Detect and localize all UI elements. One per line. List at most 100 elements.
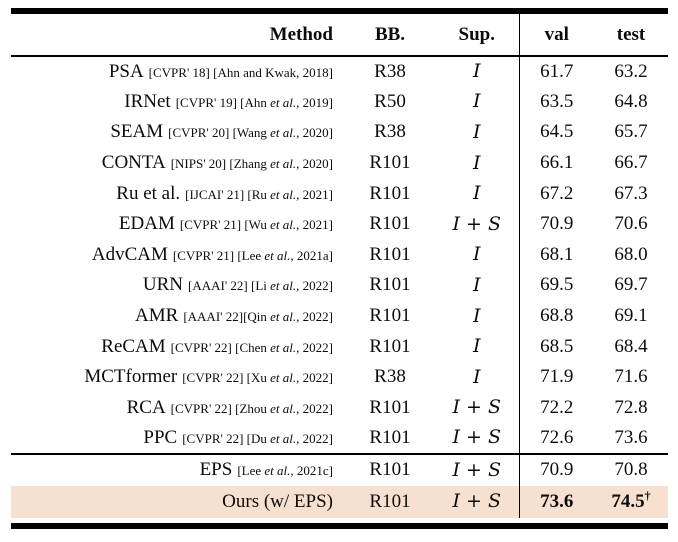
test-score-cell: 66.7 <box>614 152 648 174</box>
method-name: AdvCAM <box>91 243 168 265</box>
supervision-symbol: I + S <box>452 490 502 513</box>
backbone-cell: R101 <box>369 243 411 265</box>
supervision-cell: I <box>435 331 519 362</box>
top-rule <box>11 8 668 14</box>
backbone-cell: R101 <box>369 426 411 448</box>
val-score-cell: 72.2 <box>518 392 594 424</box>
supervision-cell: I + S <box>435 393 519 424</box>
test-score-cell: 68.0 <box>614 243 648 265</box>
test-score-cell: 70.8 <box>594 452 668 486</box>
method-cell: RCA [CVPR' 22] [Zhou et al., 2022] <box>11 393 345 424</box>
method-cell: AdvCAM [CVPR' 21] [Lee et al., 2021a] <box>11 240 345 271</box>
test-score-cell: 69.1 <box>614 305 648 327</box>
supervision-cell: I + S <box>435 452 519 486</box>
method-citation: [AAAI' 22] [Li et al., 2022] <box>188 278 333 294</box>
table-body-footer: EPS [Lee et al., 2021c] R101 I + S 70.9 70.8 O… <box>11 452 668 518</box>
supervision-cell: I <box>435 301 519 332</box>
method-citation: [CVPR' 19] [Ahn et al., 2019] <box>175 94 333 110</box>
backbone-cell: R101 <box>369 335 411 357</box>
supervision-symbol: I <box>472 243 481 266</box>
method-cell: PSA [CVPR' 18] [Ahn and Kwak, 2018] <box>11 56 345 87</box>
results-table-container: Method BB. Sup. val test PSA [CVPR' 18] [… <box>11 8 668 529</box>
supervision-symbol: I + S <box>452 212 502 235</box>
method-name: EDAM <box>118 213 175 235</box>
table-row: URN [AAAI' 22] [Li et al., 2022] R101 I 69.5… <box>11 270 668 301</box>
table-row: AMR [AAAI' 22][Qin et al., 2022] R101 I 68.8… <box>11 300 668 332</box>
method-cell: PPC [CVPR' 22] [Du et al., 2022] <box>11 423 345 454</box>
method-cell: MCTformer [CVPR' 22] [Xu et al., 2022] <box>11 362 345 393</box>
backbone-cell: R101 <box>345 452 435 486</box>
method-name: SEAM <box>110 121 164 143</box>
method-citation: [CVPR' 22] [Xu et al., 2022] <box>182 370 333 386</box>
test-score-cell: 71.6 <box>614 366 648 388</box>
table-row: PPC [CVPR' 22] [Du et al., 2022] R101 I + S… <box>11 423 668 454</box>
method-citation: [CVPR' 18] [Ahn and Kwak, 2018] <box>148 64 333 80</box>
test-score-cell: 74.5† <box>594 485 668 518</box>
method-citation: [CVPR' 21] [Lee et al., 2021a] <box>172 247 333 263</box>
method-citation: [CVPR' 22] [Zhou et al., 2022] <box>170 400 333 416</box>
val-score-cell: 67.2 <box>518 178 594 209</box>
method-name: PPC <box>143 426 178 448</box>
method-cell: Ru et al. [IJCAI' 21] [Ru et al., 2021] <box>11 178 345 209</box>
table-row: AdvCAM [CVPR' 21] [Lee et al., 2021a] R101… <box>11 239 668 271</box>
supervision-cell: I <box>435 270 519 301</box>
supervision-symbol: I <box>472 90 481 113</box>
method-name: Ours (w/ EPS) <box>222 490 333 512</box>
table-row: CONTA [NIPS' 20] [Zhang et al., 2020] R101… <box>11 147 668 179</box>
table-row: EPS [Lee et al., 2021c] R101 I + S 70.9 70.8 <box>11 452 668 486</box>
test-score-cell: 64.8 <box>614 90 648 112</box>
val-score-cell: 66.1 <box>518 147 594 179</box>
method-citation: [CVPR' 22] [Chen et al., 2022] <box>170 339 333 355</box>
table-header: Method BB. Sup. val test <box>11 14 668 57</box>
table-row: RCA [CVPR' 22] [Zhou et al., 2022] R101 I +… <box>11 392 668 424</box>
table-body-main: PSA [CVPR' 18] [Ahn and Kwak, 2018] R38 I 61… <box>11 56 668 454</box>
method-cell: AMR [AAAI' 22][Qin et al., 2022] <box>11 301 345 332</box>
method-cell: ReCAM [CVPR' 22] [Chen et al., 2022] <box>11 331 345 362</box>
method-name: IRNet <box>124 90 171 112</box>
dagger-mark: † <box>644 488 651 503</box>
header-val: val <box>518 14 594 57</box>
backbone-cell: R101 <box>369 274 411 296</box>
supervision-symbol: I <box>472 335 481 358</box>
test-score-cell: 72.8 <box>614 396 648 418</box>
backbone-cell: R38 <box>374 60 406 82</box>
val-score-cell: 68.1 <box>518 239 594 271</box>
method-name: AMR <box>135 305 179 327</box>
val-score-cell: 63.5 <box>518 86 594 118</box>
val-score-cell: 61.7 <box>518 56 594 87</box>
val-score-cell: 70.9 <box>518 452 594 486</box>
method-cell: SEAM [CVPR' 20] [Wang et al., 2020] <box>11 117 345 148</box>
method-cell: EDAM [CVPR' 21] [Wu et al., 2021] <box>11 209 345 240</box>
supervision-cell: I <box>435 362 519 393</box>
supervision-cell: I <box>435 178 519 209</box>
supervision-cell: I <box>435 148 519 179</box>
val-score-cell: 64.5 <box>518 117 594 148</box>
val-score-cell: 71.9 <box>518 361 594 393</box>
method-cell: IRNet [CVPR' 19] [Ahn et al., 2019] <box>11 87 345 118</box>
val-score-cell: 68.5 <box>518 331 594 362</box>
method-name: EPS <box>199 459 233 481</box>
backbone-cell: R101 <box>369 213 411 235</box>
method-name: PSA <box>108 60 144 82</box>
table-row: MCTformer [CVPR' 22] [Xu et al., 2022] R38… <box>11 361 668 393</box>
results-table: Method BB. Sup. val test PSA [CVPR' 18] [… <box>11 14 668 518</box>
test-score-cell: 68.4 <box>614 335 648 357</box>
backbone-cell: R101 <box>369 152 411 174</box>
val-score-cell: 70.9 <box>518 208 594 240</box>
test-score-cell: 69.7 <box>614 274 648 296</box>
backbone-cell: R50 <box>374 90 406 112</box>
header-method: Method <box>11 14 345 57</box>
val-score-cell: 72.6 <box>518 423 594 454</box>
backbone-cell: R101 <box>345 485 435 518</box>
backbone-cell: R38 <box>374 366 406 388</box>
method-citation: [IJCAI' 21] [Ru et al., 2021] <box>185 186 333 202</box>
supervision-cell: I + S <box>435 485 519 518</box>
method-cell: EPS [Lee et al., 2021c] <box>11 452 345 486</box>
supervision-symbol: I + S <box>452 396 502 419</box>
test-score-cell: 73.6 <box>614 426 648 448</box>
supervision-symbol: I <box>472 60 481 83</box>
backbone-cell: R101 <box>369 396 411 418</box>
supervision-symbol: I <box>472 120 481 143</box>
test-score-cell: 65.7 <box>614 121 648 143</box>
backbone-cell: R101 <box>369 305 411 327</box>
